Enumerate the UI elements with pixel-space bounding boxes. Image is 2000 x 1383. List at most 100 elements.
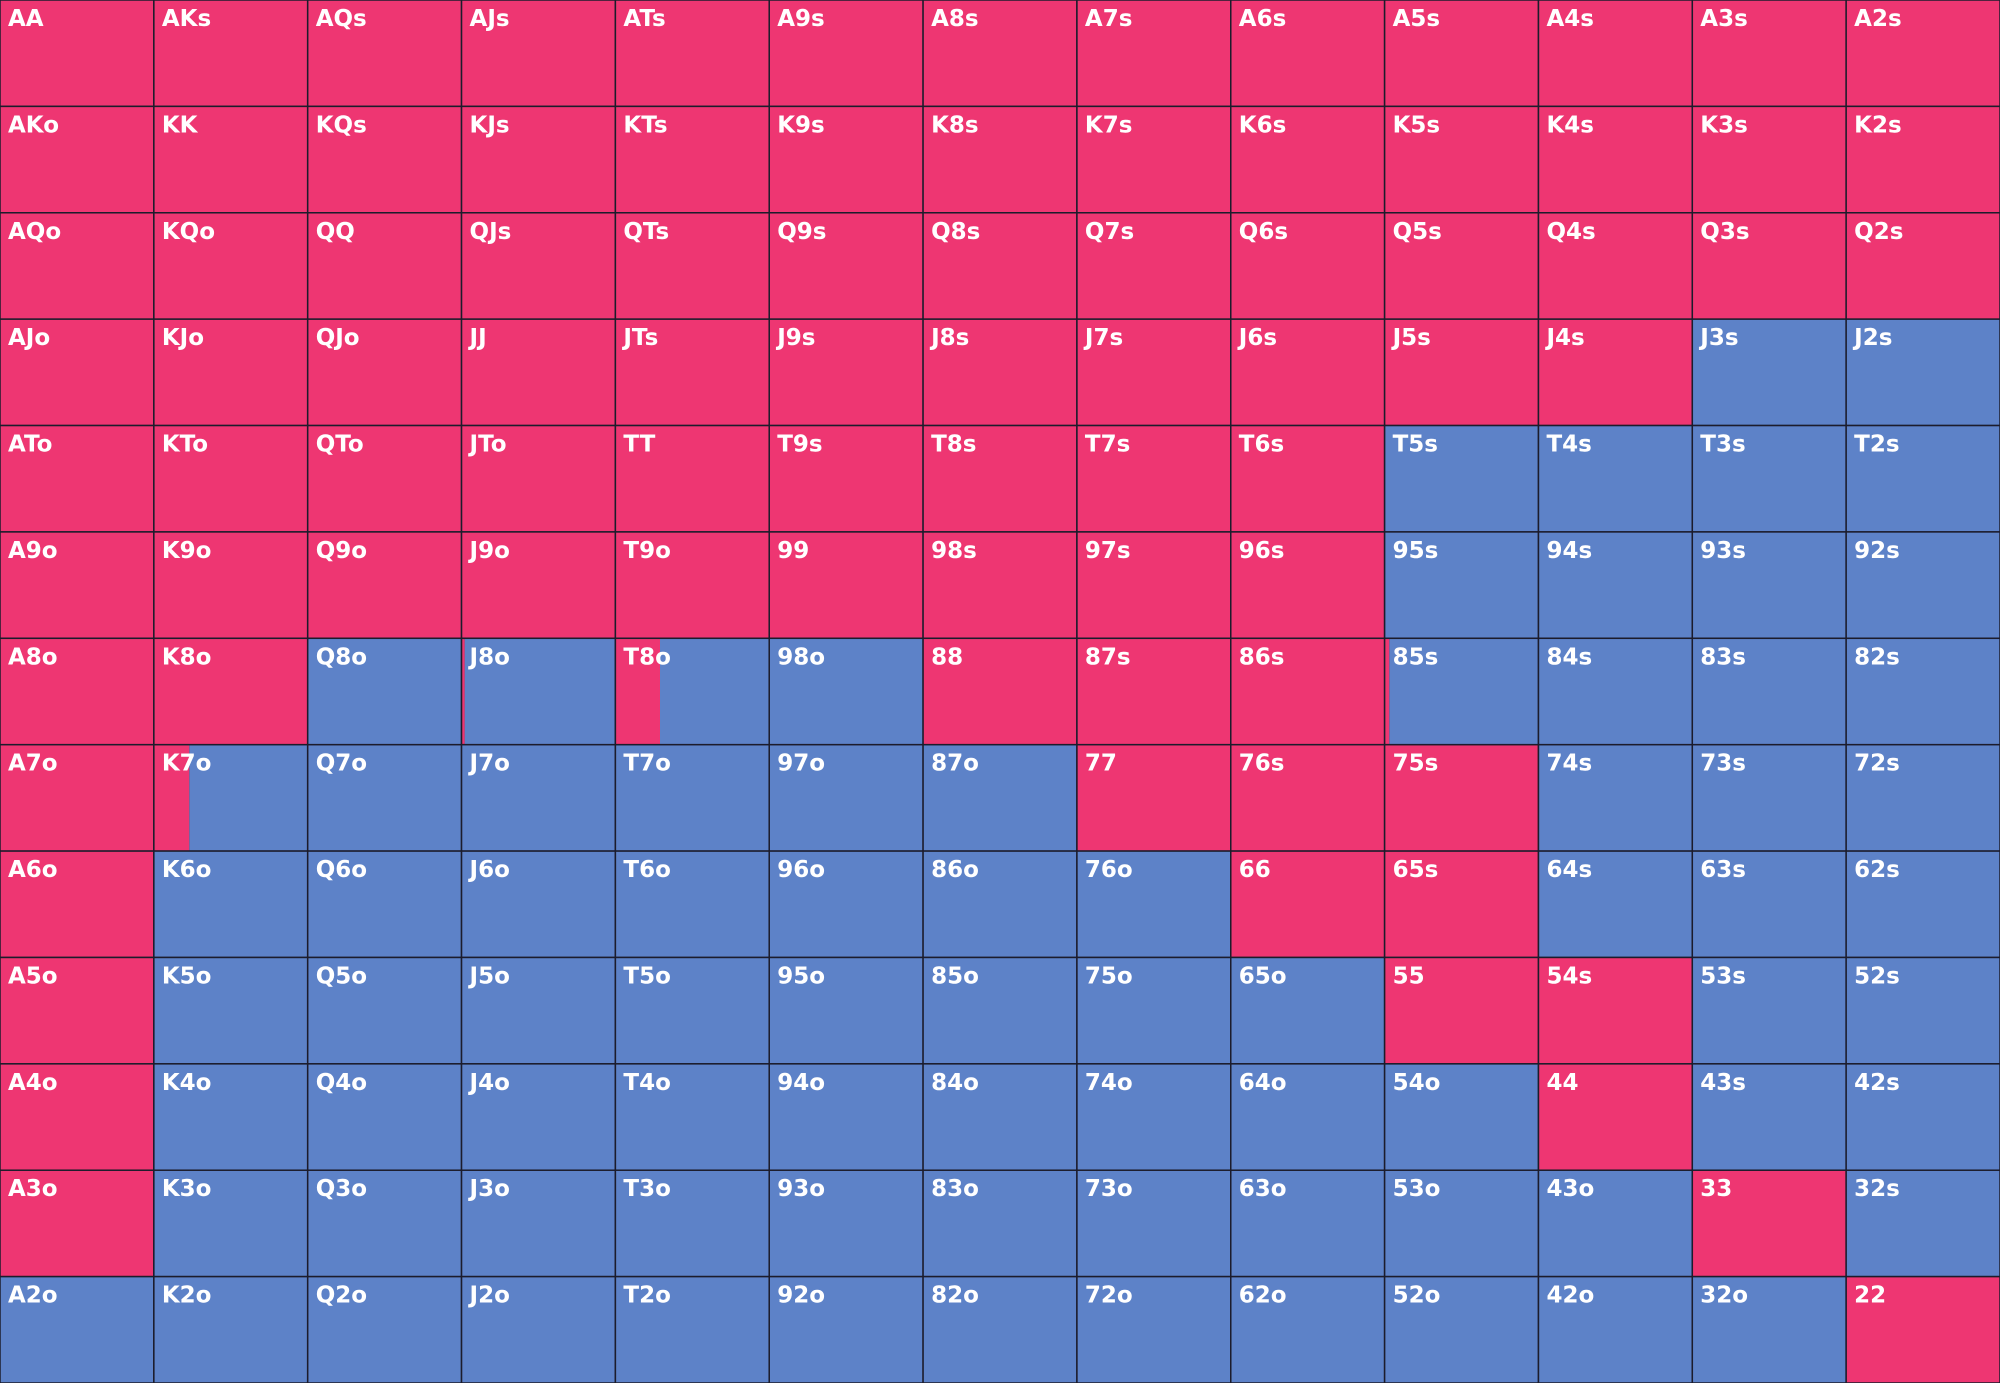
other-part: [0, 1276, 154, 1383]
other-part: [307, 851, 462, 958]
hand-label: J8s: [929, 325, 969, 351]
hand-cell: T2o: [614, 1275, 770, 1383]
hand-label: 95s: [1393, 538, 1439, 564]
hand-cell: QTs: [614, 212, 770, 320]
hand-label: K2o: [162, 1283, 212, 1309]
hand-label: KTs: [623, 112, 667, 138]
hand-cell: T3s: [1691, 424, 1847, 533]
raise-part: [1692, 1170, 1847, 1277]
hand-label: J7s: [1083, 325, 1123, 351]
other-part: [1230, 1276, 1385, 1383]
other-part: [1230, 957, 1385, 1064]
hand-label: 42s: [1854, 1070, 1900, 1096]
hand-label: J2o: [468, 1283, 510, 1309]
hand-label: A3o: [8, 1176, 58, 1202]
hand-cell: KJo: [153, 318, 309, 427]
hand-label: T3s: [1700, 432, 1745, 458]
hand-cell: 53s: [1691, 956, 1847, 1065]
raise-part: [615, 0, 770, 107]
raise-part: [1076, 744, 1231, 852]
hand-cell: 86o: [922, 850, 1078, 959]
raise-part: [615, 106, 770, 213]
hand-label: A8s: [931, 6, 979, 32]
raise-part: [1384, 0, 1539, 107]
raise-part: [769, 425, 924, 532]
hand-label: 92o: [777, 1283, 825, 1309]
hand-label: 55: [1393, 963, 1425, 989]
raise-part: [307, 212, 462, 320]
hand-cell: 76s: [1230, 743, 1386, 852]
hand-label: KTo: [162, 432, 208, 458]
hand-label: KQs: [316, 112, 367, 138]
hand-cell: J8o: [460, 637, 617, 746]
hand-label: A6s: [1239, 6, 1287, 32]
hand-cell: A4o: [0, 1063, 155, 1171]
other-part: [1692, 319, 1847, 426]
hand-cell: AA: [0, 0, 155, 108]
hand-label: J6s: [1237, 325, 1277, 351]
raise-part: [153, 319, 308, 426]
hand-label: 54s: [1546, 963, 1592, 989]
other-part: [615, 957, 770, 1064]
hand-label: ATs: [623, 6, 665, 32]
raise-part: [1384, 638, 1390, 745]
raise-part: [923, 531, 1077, 639]
hand-cell: K8s: [922, 105, 1078, 214]
hand-cell: 73s: [1691, 743, 1847, 852]
hand-cell: 75o: [1076, 956, 1232, 1065]
hand-cell: AJo: [0, 318, 155, 427]
hand-label: 87s: [1085, 644, 1131, 670]
hand-cell: 72s: [1845, 743, 2000, 852]
hand-label: Q5o: [316, 963, 367, 989]
hand-label: J4s: [1544, 325, 1584, 351]
hand-label: 94s: [1546, 538, 1592, 564]
hand-cell: 62o: [1230, 1275, 1386, 1383]
hand-cell: Q5o: [306, 956, 463, 1065]
hand-cell: KTs: [614, 105, 770, 214]
other-part: [1846, 851, 2000, 958]
hand-cell: ATs: [614, 0, 770, 108]
raise-part: [615, 319, 770, 426]
raise-part: [153, 0, 308, 107]
hand-cell: 72o: [1076, 1275, 1232, 1383]
raise-part: [461, 531, 616, 639]
hand-label: K2s: [1854, 112, 1902, 138]
hand-cell: 83s: [1691, 637, 1847, 746]
hand-label: AKs: [162, 6, 211, 32]
hand-label: A7s: [1085, 6, 1133, 32]
hand-cell: K3o: [153, 1169, 309, 1278]
hand-label: Q9s: [777, 219, 826, 245]
hand-cell: 82o: [922, 1275, 1078, 1383]
hand-label: J9o: [468, 538, 510, 564]
raise-part: [1230, 425, 1385, 532]
hand-label: 98o: [777, 644, 825, 670]
hand-cell: 43s: [1691, 1063, 1847, 1171]
hand-label: 88: [931, 644, 963, 670]
raise-part: [0, 638, 154, 745]
hand-cell: AJs: [460, 0, 617, 108]
hand-cell: 97s: [1076, 531, 1232, 640]
hand-label: 97o: [777, 751, 825, 777]
raise-part: [1384, 106, 1539, 213]
other-part: [1846, 425, 2000, 532]
hand-cell: Q3o: [306, 1169, 463, 1278]
hand-cell: 22: [1845, 1275, 2000, 1383]
raise-part: [1384, 851, 1539, 958]
raise-part: [461, 0, 616, 107]
other-part: [615, 1063, 770, 1171]
hand-label: 85s: [1393, 644, 1439, 670]
raise-part: [1076, 531, 1231, 639]
other-part: [1384, 1063, 1539, 1171]
raise-part: [0, 1063, 154, 1171]
hand-label: T7s: [1085, 432, 1130, 458]
other-part: [189, 744, 308, 852]
hand-label: A4s: [1546, 6, 1594, 32]
other-part: [1389, 638, 1539, 745]
hand-label: QJo: [316, 325, 360, 351]
hand-label: 84s: [1546, 644, 1592, 670]
hand-cell: A8o: [0, 637, 155, 746]
raise-part: [1538, 212, 1693, 320]
hand-label: 82s: [1854, 644, 1900, 670]
other-part: [769, 957, 924, 1064]
other-part: [1538, 851, 1693, 958]
